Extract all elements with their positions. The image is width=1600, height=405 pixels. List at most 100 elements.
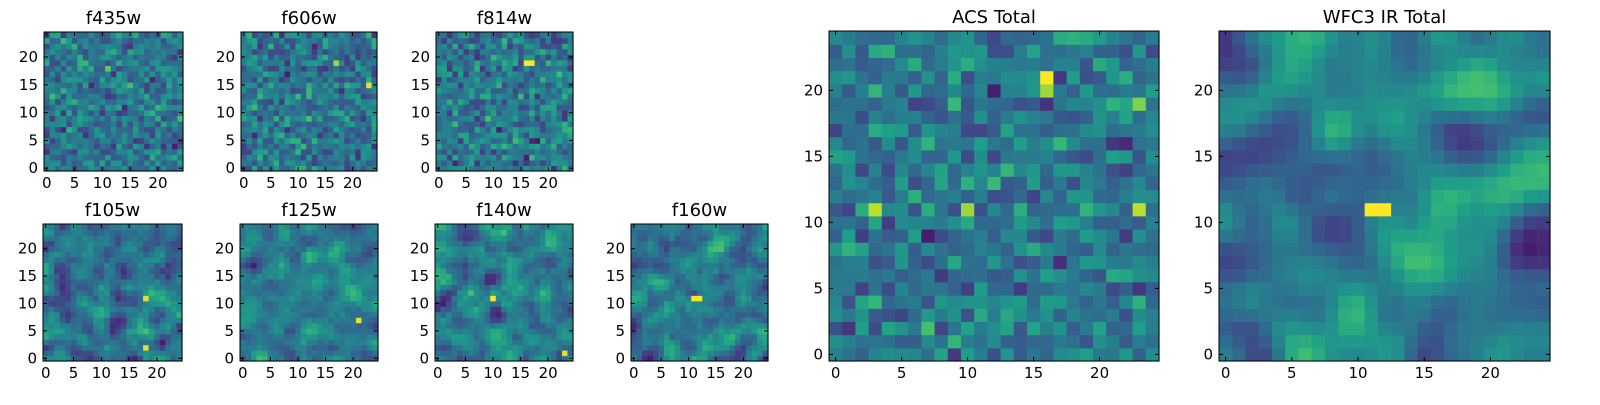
heatmap-cell — [55, 32, 61, 38]
heatmap-cell — [1027, 255, 1041, 269]
heatmap-cell — [562, 323, 568, 329]
heatmap-cell — [77, 99, 83, 105]
heatmap-cell — [1146, 229, 1160, 243]
heatmap-cell — [274, 32, 280, 38]
heatmap-cell — [441, 268, 447, 274]
heatmap-cell — [735, 251, 741, 257]
heatmap-cell — [463, 323, 469, 329]
heatmap-cell — [961, 163, 975, 177]
heatmap-cell — [562, 71, 568, 77]
heatmap-cell — [87, 339, 93, 345]
heatmap-cell — [111, 143, 117, 149]
heatmap-cell — [974, 321, 988, 335]
heatmap-cell — [468, 251, 474, 257]
heatmap-cell — [468, 345, 474, 351]
heatmap-cell — [273, 312, 279, 318]
heatmap-cell — [339, 149, 345, 155]
heatmap-cell — [545, 284, 551, 290]
heatmap-cell — [312, 132, 318, 138]
heatmap-cell — [301, 317, 307, 323]
heatmap-cell — [987, 295, 1001, 309]
heatmap-cell — [653, 317, 659, 323]
heatmap-cell — [306, 295, 312, 301]
heatmap-cell — [88, 110, 94, 116]
heatmap-cell — [1146, 255, 1160, 269]
heatmap-cell — [150, 93, 156, 99]
heatmap-cell — [290, 224, 296, 230]
heatmap-cell — [435, 295, 441, 301]
heatmap-cell — [1027, 229, 1041, 243]
heatmap-cell — [295, 60, 301, 66]
heatmap-cell — [155, 127, 161, 133]
heatmap-cell — [479, 295, 485, 301]
heatmap-cell — [246, 32, 252, 38]
x-tick-label: 0 — [42, 174, 52, 192]
heatmap-cell — [496, 60, 502, 66]
heatmap-cell — [757, 306, 763, 312]
heatmap-cell — [285, 32, 291, 38]
heatmap-cell — [518, 110, 524, 116]
heatmap-cell — [257, 99, 263, 105]
heatmap-cell — [746, 339, 752, 345]
heatmap-cell — [87, 268, 93, 274]
heatmap-cell — [458, 138, 464, 144]
heatmap-cell — [43, 312, 49, 318]
heatmap-cell — [529, 93, 535, 99]
heatmap-cell — [328, 251, 334, 257]
heatmap-cell — [741, 350, 747, 356]
heatmap-cell — [116, 160, 122, 166]
heatmap-cell — [479, 312, 485, 318]
heatmap-cell — [257, 268, 263, 274]
heatmap-cell — [474, 334, 480, 340]
heatmap-cell — [556, 273, 562, 279]
heatmap-cell — [155, 93, 161, 99]
heatmap-cell — [507, 54, 513, 60]
heatmap-cell — [60, 350, 66, 356]
heatmap-cell — [658, 328, 664, 334]
heatmap-cell — [961, 308, 975, 322]
heatmap-cell — [268, 82, 274, 88]
heatmap-cell — [285, 143, 291, 149]
heatmap-cell — [76, 323, 82, 329]
heatmap-cell — [149, 246, 155, 252]
heatmap-cell — [702, 306, 708, 312]
heatmap-cell — [328, 104, 334, 110]
heatmap-cell — [507, 306, 513, 312]
heatmap-cell — [540, 224, 546, 230]
heatmap-cell — [529, 60, 535, 66]
heatmap-cell — [43, 229, 49, 235]
heatmap-cell — [54, 251, 60, 257]
heatmap-cell — [60, 328, 66, 334]
heatmap-cell — [350, 82, 356, 88]
heatmap-cell — [441, 301, 447, 307]
x-tick-label: 5 — [656, 364, 666, 382]
heatmap-cell — [149, 301, 155, 307]
heatmap-cell — [741, 273, 747, 279]
heatmap-cell — [350, 49, 356, 55]
heatmap-cell — [691, 339, 697, 345]
heatmap-cell — [518, 143, 524, 149]
heatmap-cell — [502, 76, 508, 82]
heatmap-cell — [99, 301, 105, 307]
heatmap-cell — [469, 54, 475, 60]
heatmap-cell — [132, 235, 138, 241]
heatmap-cell — [540, 323, 546, 329]
heatmap-cell — [93, 328, 99, 334]
heatmap-cell — [149, 262, 155, 268]
heatmap-cell — [1146, 176, 1160, 190]
heatmap-cell — [691, 235, 697, 241]
heatmap-cell — [474, 306, 480, 312]
heatmap-cell — [702, 284, 708, 290]
heatmap-cell — [99, 229, 105, 235]
heatmap-cell — [463, 279, 469, 285]
heatmap-cell — [312, 262, 318, 268]
heatmap-cell — [263, 154, 269, 160]
heatmap-cell — [882, 176, 896, 190]
heatmap-cell — [529, 32, 535, 38]
heatmap-cell — [143, 273, 149, 279]
heatmap-cell — [562, 240, 568, 246]
heatmap-cell — [161, 99, 167, 105]
heatmap-cell — [496, 65, 502, 71]
heatmap-cell — [485, 262, 491, 268]
